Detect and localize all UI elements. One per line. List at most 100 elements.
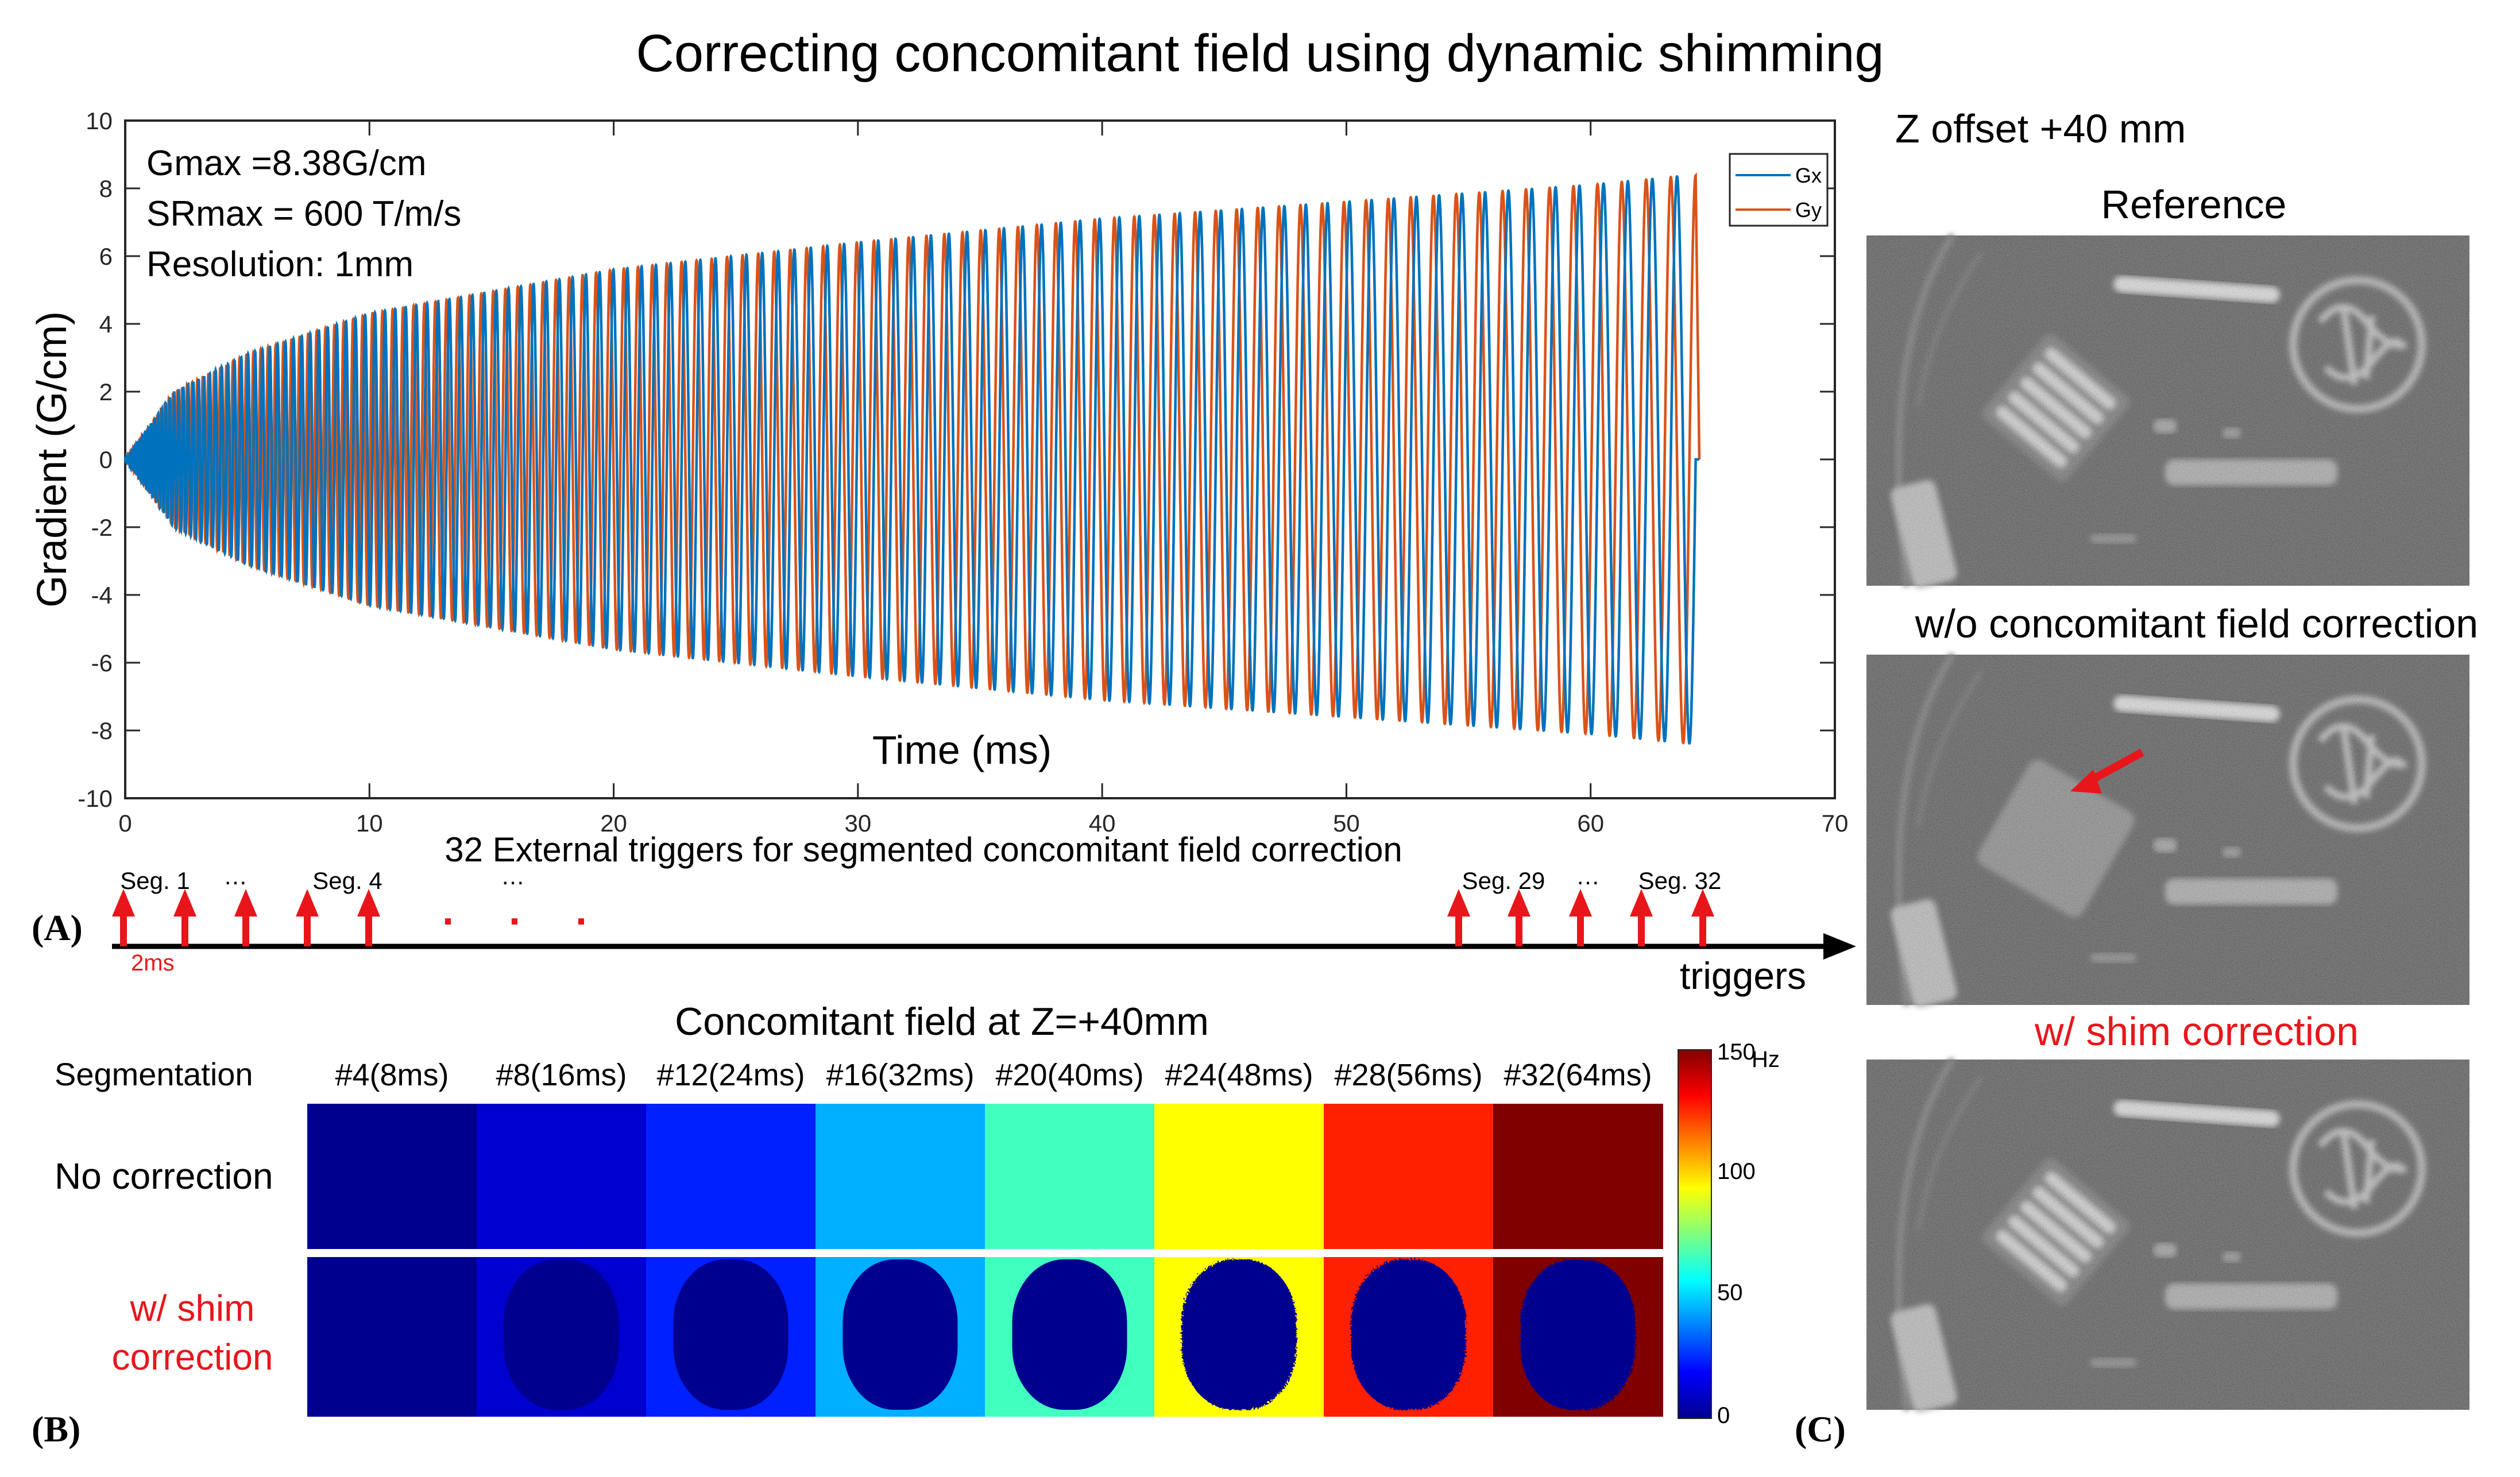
- colorbar-tick-100: 100: [1717, 1159, 1756, 1184]
- segment-header: #24(48ms): [1165, 1058, 1313, 1092]
- annotation-gmax: Gmax =8.38G/cm: [146, 144, 427, 183]
- mr-image-without-correction: [1866, 655, 2469, 1009]
- legend-box: [1729, 153, 1829, 227]
- trigger-dots: . . .: [442, 888, 609, 934]
- artifact-arrow: [2070, 748, 2144, 794]
- field-map-row-no-correction: [307, 1104, 1663, 1249]
- mr-image-with-shim: [1866, 1060, 2469, 1414]
- y-tick-label: -6: [91, 649, 113, 676]
- chart-legend: Gx Gy: [1729, 153, 1829, 227]
- field-map-cell: [1154, 1104, 1324, 1249]
- trigger-label-seg29: Seg. 29: [1462, 867, 1545, 894]
- mr-image-reference: [1866, 235, 2469, 590]
- x-tick-label: 30: [844, 810, 871, 837]
- field-map-cell: [815, 1104, 985, 1249]
- series-gx-line: [123, 175, 1699, 745]
- row-label-shim-line1: w/ shim: [130, 1287, 255, 1329]
- trigger-label-seg1: Seg. 1: [120, 867, 190, 894]
- corrected-region: [842, 1259, 958, 1410]
- figure-title: Correcting concomitant field using dynam…: [636, 24, 1884, 83]
- panel-c-label: (C): [1795, 1409, 1846, 1449]
- colorbar: 150 Hz 100 50 0: [1678, 1039, 1780, 1428]
- z-offset-label: Z offset +40 mm: [1895, 106, 2186, 151]
- trigger-arrow-head: [112, 889, 135, 917]
- trigger-label-seg4: Seg. 4: [312, 867, 382, 894]
- segment-header: #12(24ms): [656, 1058, 805, 1092]
- corrected-region: [1520, 1259, 1636, 1410]
- trigger-label-ellipsis-3: …: [1576, 863, 1600, 890]
- corrected-region: [504, 1259, 619, 1410]
- concomitant-field-panel: Concomitant field at Z=+40mm Segmentatio…: [32, 1000, 1780, 1449]
- segment-header: #28(56ms): [1334, 1058, 1482, 1092]
- colorbar-gradient: [1678, 1049, 1712, 1419]
- with-shim-label: w/ shim correction: [2034, 1009, 2359, 1054]
- y-tick-label: -4: [91, 582, 113, 609]
- segment-headers: #4(8ms) #8(16ms) #12(24ms) #16(32ms) #20(40m…: [335, 1058, 1652, 1092]
- x-tick-label: 70: [1822, 810, 1849, 837]
- y-tick-label: 6: [99, 243, 113, 270]
- trigger-arrow-head: [1508, 889, 1530, 917]
- segment-header: #4(8ms): [335, 1058, 449, 1092]
- trigger-arrow-head: [296, 889, 319, 917]
- y-tick-label: 0: [99, 446, 113, 473]
- trigger-arrow-head: [1447, 889, 1470, 917]
- trigger-arrow-head: [357, 889, 380, 917]
- spec-annotations: Gmax =8.38G/cm SRmax = 600 T/m/s Resolut…: [146, 144, 461, 284]
- y-tick-label: 10: [86, 107, 113, 134]
- x-tick-label: 0: [118, 810, 132, 837]
- y-tick-label: 8: [99, 175, 113, 202]
- trigger-arrow-head: [1630, 889, 1653, 917]
- trigger-axis-arrowhead: [1823, 933, 1856, 960]
- trigger-label-ellipsis-1: …: [223, 863, 248, 890]
- mr-image-panel: Z offset +40 mm Reference w/o concomitan…: [1795, 106, 2478, 1449]
- corrected-region: [673, 1259, 789, 1410]
- reference-label: Reference: [2101, 182, 2287, 227]
- legend-gy-label: Gy: [1795, 198, 1822, 222]
- trigger-interval-label: 2ms: [131, 950, 175, 976]
- field-map-cell: [1493, 1104, 1663, 1249]
- segment-header: #20(40ms): [995, 1058, 1143, 1092]
- trigger-arrow-head: [173, 889, 196, 917]
- trigger-arrow-head: [234, 889, 257, 917]
- field-map-cell: [646, 1104, 816, 1249]
- y-tick-label: -10: [78, 785, 113, 812]
- trigger-arrow-head: [1691, 889, 1714, 917]
- panel-b-label: (B): [32, 1409, 80, 1449]
- row-label-no-correction: No correction: [55, 1155, 273, 1197]
- panel-a-label: (A): [32, 907, 83, 948]
- triggers-title: 32 External triggers for segmented conco…: [445, 830, 1402, 869]
- annotation-resolution: Resolution: 1mm: [146, 245, 413, 284]
- segment-header: #8(16ms): [496, 1058, 627, 1092]
- panel-b-title: Concomitant field at Z=+40mm: [675, 1000, 1209, 1043]
- corrected-region: [1181, 1259, 1297, 1410]
- y-axis-ticks: -10 -8 -6 -4 -2 0 2 4 6 8 10: [78, 107, 1835, 812]
- y-tick-label: 2: [99, 378, 113, 405]
- y-axis-label: Gradient (G/cm): [29, 311, 75, 608]
- y-tick-label: -8: [91, 717, 113, 744]
- x-axis-label: Time (ms): [872, 728, 1052, 772]
- colorbar-tick-0: 0: [1717, 1403, 1730, 1428]
- colorbar-tick-50: 50: [1717, 1280, 1743, 1305]
- trigger-arrow-head: [1569, 889, 1592, 917]
- x-tick-label: 40: [1089, 810, 1116, 837]
- gradient-chart: -10 -8 -6 -4 -2 0 2 4 6 8 10 0 10 20 30 40 50 60 70 Gradi…: [29, 107, 1848, 837]
- x-axis-ticks: 0 10 20 30 40 50 60 70: [118, 121, 1848, 837]
- colorbar-tick-150: 150: [1717, 1039, 1756, 1065]
- corrected-region: [1012, 1259, 1127, 1410]
- x-tick-label: 10: [356, 810, 383, 837]
- x-tick-label: 20: [600, 810, 627, 837]
- without-correction-label: w/o concomitant field correction: [1915, 601, 2478, 646]
- triggers-axis-label: triggers: [1680, 954, 1806, 997]
- segment-header: #32(64ms): [1504, 1058, 1652, 1092]
- colorbar-unit: Hz: [1752, 1047, 1780, 1072]
- segmentation-label: Segmentation: [55, 1056, 253, 1092]
- field-map-row-shim-correction: [307, 1257, 1663, 1417]
- trigger-label-seg32: Seg. 32: [1638, 867, 1722, 894]
- y-tick-label: 4: [99, 311, 113, 338]
- field-map-cell: [307, 1104, 477, 1249]
- x-tick-label: 60: [1577, 810, 1604, 837]
- corrected-region: [1351, 1259, 1466, 1410]
- trigger-label-ellipsis-2: …: [501, 863, 525, 890]
- row-divider: [307, 1249, 1663, 1257]
